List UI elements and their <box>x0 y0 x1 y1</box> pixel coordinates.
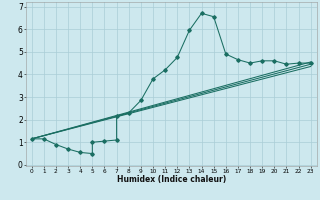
X-axis label: Humidex (Indice chaleur): Humidex (Indice chaleur) <box>116 175 226 184</box>
